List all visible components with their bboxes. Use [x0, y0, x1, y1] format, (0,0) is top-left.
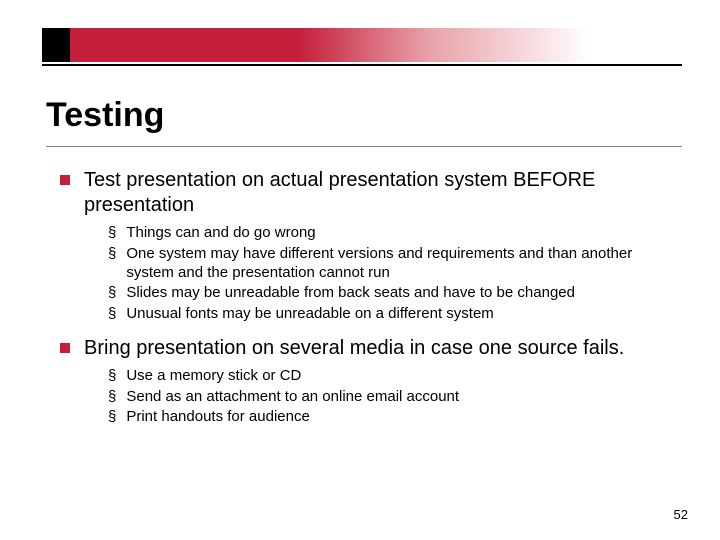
bullet-text: One system may have different versions a…	[126, 245, 678, 283]
list-item: Bring presentation on several media in c…	[60, 336, 678, 361]
sub-list: § Things can and do go wrong § One syste…	[108, 224, 678, 324]
bullet-text: Test presentation on actual presentation…	[84, 168, 678, 218]
bullet-square-icon	[60, 175, 70, 185]
slide-content: Test presentation on actual presentation…	[60, 168, 678, 439]
section-marker-icon: §	[108, 224, 116, 243]
bullet-text: Unusual fonts may be unreadable on a dif…	[126, 305, 493, 324]
section-marker-icon: §	[108, 245, 116, 264]
header-underline	[42, 64, 682, 66]
header-bar	[0, 28, 720, 62]
bullet-text: Use a memory stick or CD	[126, 367, 301, 386]
bullet-square-icon	[60, 343, 70, 353]
bullet-text: Bring presentation on several media in c…	[84, 336, 624, 361]
section-marker-icon: §	[108, 388, 116, 407]
section-marker-icon: §	[108, 284, 116, 303]
list-item: § Things can and do go wrong	[108, 224, 678, 243]
list-item: Test presentation on actual presentation…	[60, 168, 678, 218]
header-black-block	[42, 28, 70, 62]
sub-list: § Use a memory stick or CD § Send as an …	[108, 367, 678, 427]
list-item: § Unusual fonts may be unreadable on a d…	[108, 305, 678, 324]
slide-title: Testing	[46, 96, 164, 135]
section-marker-icon: §	[108, 367, 116, 386]
list-item: § One system may have different versions…	[108, 245, 678, 283]
header-red-gradient	[70, 28, 720, 62]
list-item: § Print handouts for audience	[108, 408, 678, 427]
section-marker-icon: §	[108, 305, 116, 324]
list-item: § Use a memory stick or CD	[108, 367, 678, 386]
list-item: § Slides may be unreadable from back sea…	[108, 284, 678, 303]
list-item: § Send as an attachment to an online ema…	[108, 388, 678, 407]
bullet-text: Things can and do go wrong	[126, 224, 315, 243]
title-underline	[46, 146, 682, 147]
bullet-text: Send as an attachment to an online email…	[126, 388, 459, 407]
page-number: 52	[674, 507, 688, 522]
section-marker-icon: §	[108, 408, 116, 427]
bullet-text: Print handouts for audience	[126, 408, 309, 427]
bullet-text: Slides may be unreadable from back seats…	[126, 284, 575, 303]
